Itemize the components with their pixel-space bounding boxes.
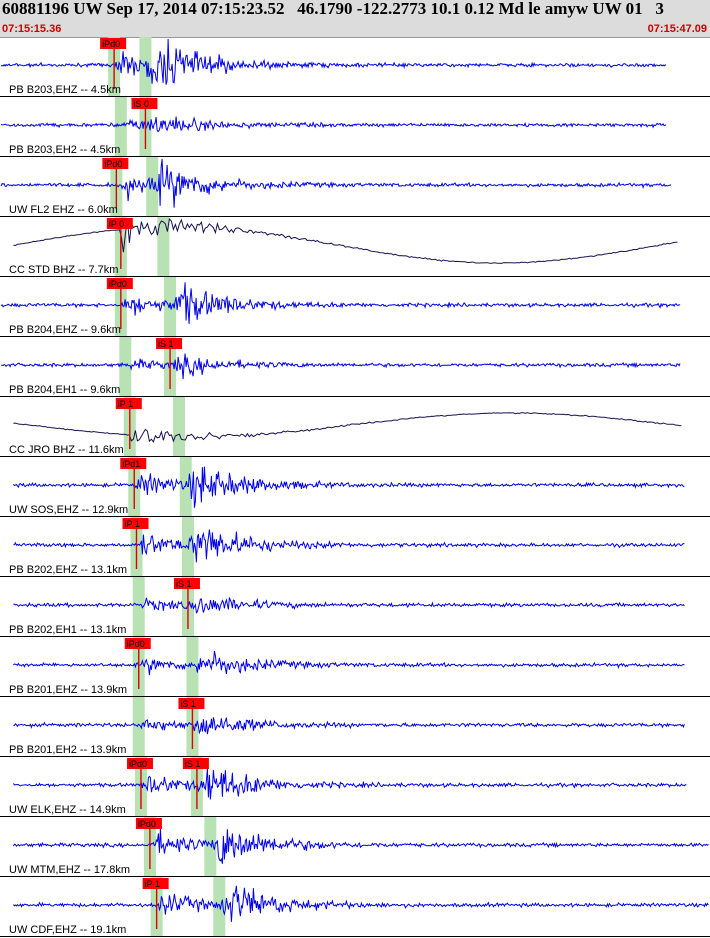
pick-marker[interactable]: [178, 698, 205, 709]
end-time-label: 07:15:47.09: [647, 23, 707, 35]
pick-label: iPd0: [138, 819, 156, 829]
pick-marker[interactable]: [115, 398, 142, 409]
seismogram-plot: iPd0 iS 0 iPd0 iP 0 iPd0 iS 1 iP 1 iPd1 iP 1 iS 1…: [0, 37, 710, 937]
waveform-trace: [13, 529, 685, 563]
pick-marker[interactable]: [120, 458, 147, 469]
pick-label: iP 1: [145, 879, 160, 889]
waveform-trace: [0, 158, 672, 208]
station-label: UW ELK,EHZ -- 14.9km: [9, 804, 126, 816]
pick-marker[interactable]: [173, 578, 200, 589]
pick-marker[interactable]: [156, 338, 183, 349]
station-label: PB B204,EHZ -- 9.6km: [9, 324, 121, 336]
s-window: [186, 637, 199, 697]
pick-marker[interactable]: [106, 218, 133, 229]
p-window: [114, 97, 127, 157]
waveform-trace: [12, 768, 687, 800]
pick-marker[interactable]: [124, 638, 151, 649]
waveform-trace: [13, 466, 685, 508]
station-label: PB B202,EH1 -- 13.1km: [9, 624, 126, 636]
s-window: [139, 37, 152, 97]
station-label: PB B204,EH1 -- 9.6km: [9, 384, 120, 396]
pick-marker[interactable]: [106, 278, 133, 289]
s-window: [146, 157, 159, 217]
pick-label: iPd0: [109, 279, 127, 289]
s-window: [164, 277, 177, 337]
start-time-label: 07:15:15.36: [2, 23, 62, 35]
pick-marker[interactable]: [102, 158, 129, 169]
waveform-trace: [13, 217, 678, 264]
s-window: [179, 457, 192, 517]
waveform-trace: [0, 282, 681, 324]
s-window: [213, 877, 226, 937]
station-label: PB B202,EHZ -- 13.1km: [9, 564, 127, 576]
station-label: CC STD BHZ -- 7.7km: [9, 264, 118, 276]
pick-label: iPd0: [129, 759, 147, 769]
waveform-trace: [13, 597, 685, 614]
station-label: UW CDF,EHZ -- 19.1km: [9, 924, 126, 936]
pick-label: iS 1: [158, 339, 174, 349]
pick-marker[interactable]: [131, 98, 158, 109]
p-window: [132, 697, 145, 757]
waveform-trace: [1, 353, 681, 380]
pick-label: iPd0: [102, 39, 120, 49]
s-window: [204, 817, 217, 877]
pick-label: iP 0: [109, 219, 124, 229]
pick-label: iP 1: [124, 519, 139, 529]
waveform-trace: [0, 116, 667, 133]
pick-label: iS 1: [176, 579, 192, 589]
pick-marker[interactable]: [126, 758, 153, 769]
station-label: PB B201,EH2 -- 13.9km: [9, 744, 126, 756]
station-label: PB B203,EHZ -- 4.5km: [9, 84, 121, 96]
waveform-trace: [13, 885, 709, 922]
station-label: UW FL2 EHZ -- 6.0km: [9, 204, 118, 216]
pick-label: iPd1: [122, 459, 140, 469]
waveform-trace: [13, 412, 682, 443]
pick-label: iS 1: [185, 759, 201, 769]
pick-marker[interactable]: [182, 758, 209, 769]
waveform-trace: [13, 650, 685, 676]
p-window: [132, 577, 145, 637]
pick-label: iS 1: [180, 699, 196, 709]
event-header: 60881196 UW Sep 17, 2014 07:15:23.52 46.…: [0, 0, 710, 38]
station-label: UW MTM,EHZ -- 17.8km: [9, 864, 130, 876]
p-window: [119, 337, 132, 397]
pick-marker[interactable]: [122, 518, 149, 529]
waveform-trace: [12, 828, 709, 864]
station-label: UW SOS,EHZ -- 12.9km: [9, 504, 128, 516]
station-label: PB B201,EHZ -- 13.9km: [9, 684, 127, 696]
event-title: 60881196 UW Sep 17, 2014 07:15:23.52 46.…: [2, 0, 664, 18]
waveform-trace: [1, 38, 667, 85]
station-label: PB B203,EH2 -- 4.5km: [9, 144, 120, 156]
pick-label: iS 0: [133, 99, 149, 109]
waveform-trace: [13, 717, 685, 735]
pick-label: iPd0: [104, 159, 122, 169]
s-window: [157, 217, 170, 277]
pick-marker[interactable]: [135, 818, 162, 829]
s-window: [173, 397, 186, 457]
pick-marker[interactable]: [100, 38, 127, 49]
pick-label: iP 1: [118, 399, 133, 409]
pick-marker[interactable]: [142, 878, 169, 889]
station-label: CC JRO BHZ -- 11.6km: [9, 444, 124, 456]
pick-label: iPd0: [127, 639, 145, 649]
